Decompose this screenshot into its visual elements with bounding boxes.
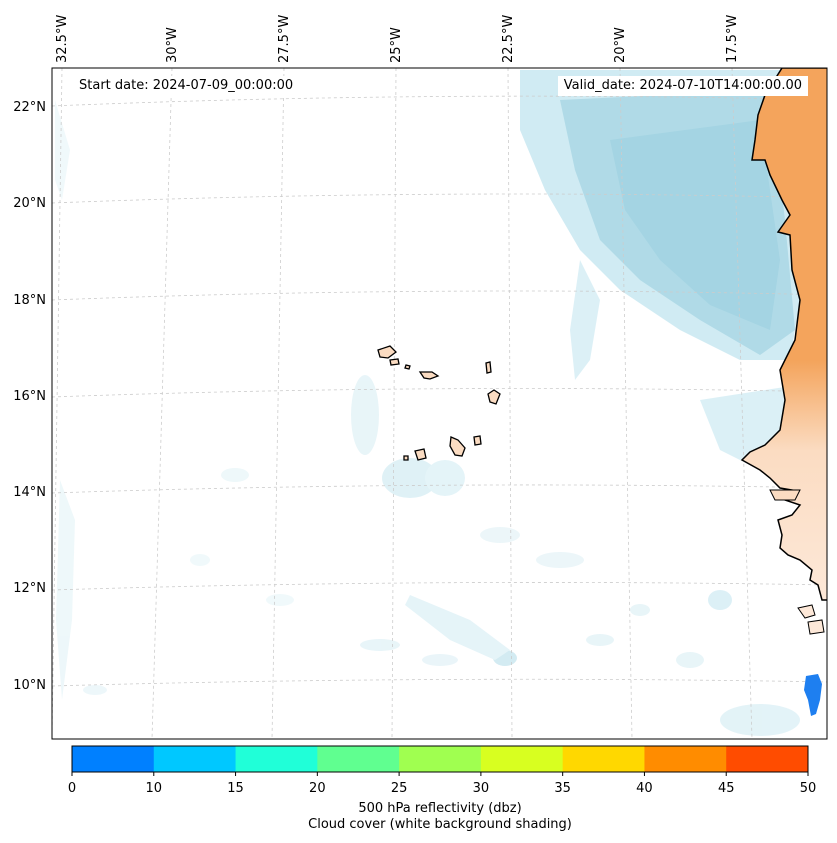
- lat-label: 20°N: [13, 196, 46, 211]
- lon-label: 22.5°W: [501, 15, 516, 63]
- lat-label: 14°N: [13, 485, 46, 500]
- valid-date-label: Valid_date: 2024-07-10T14:00:00.00: [557, 76, 808, 96]
- lat-label: 16°N: [13, 389, 46, 404]
- colorbar-segment: [72, 746, 155, 772]
- map-frame: [51, 67, 828, 740]
- colorbar-caption: 500 hPa reflectivity (dbz) Cloud cover (…: [72, 801, 808, 833]
- colorbar-segment: [480, 746, 564, 772]
- map-area: [52, 68, 827, 739]
- colorbar-frame: [71, 745, 809, 773]
- colorbar-tick-label: 45: [718, 781, 735, 796]
- latitude-labels: 22°N 20°N 18°N 16°N 14°N 12°N 10°N: [13, 100, 46, 693]
- lat-label: 22°N: [13, 100, 46, 115]
- colorbar-tick-label: 15: [227, 781, 244, 796]
- longitude-labels: 32.5°W 30°W 27.5°W 25°W 22.5°W 20°W 17.5…: [55, 15, 740, 63]
- reflectivity-cell: [804, 674, 822, 716]
- cloud-cover: [55, 70, 827, 736]
- cape-verde-islands: [377, 345, 501, 461]
- colorbar-tick-label: 0: [68, 781, 76, 796]
- colorbar-sublabel: Cloud cover (white background shading): [308, 817, 572, 832]
- colorbar-label: 500 hPa reflectivity (dbz): [358, 801, 522, 816]
- colorbar-tick-label: 10: [146, 781, 163, 796]
- lon-label: 27.5°W: [277, 15, 292, 63]
- colorbar-segment: [562, 746, 645, 772]
- lat-label: 18°N: [13, 293, 46, 308]
- colorbar-segment: [726, 746, 809, 772]
- colorbar-segment: [153, 746, 237, 772]
- colorbar-tick-label: 35: [554, 781, 571, 796]
- lat-label: 10°N: [13, 678, 46, 693]
- lon-label: 32.5°W: [55, 15, 70, 63]
- colorbar-segment: [399, 746, 482, 772]
- colorbar-tick-label: 20: [309, 781, 326, 796]
- lon-label: 30°W: [165, 27, 180, 63]
- land-africa: [740, 68, 827, 601]
- lon-label: 17.5°W: [725, 15, 740, 63]
- lon-label: 25°W: [389, 27, 404, 63]
- start-date-label: Start date: 2024-07-09_00:00:00: [73, 76, 300, 96]
- colorbar-segment: [317, 746, 400, 772]
- colorbar-segment: [235, 746, 318, 772]
- colorbar: 0 10 15 20 25 30 35 40 45 50: [68, 745, 817, 796]
- colorbar-tick-label: 30: [473, 781, 490, 796]
- colorbar-tick-label: 25: [391, 781, 408, 796]
- lon-label: 20°W: [613, 27, 628, 63]
- colorbar-tick-label: 40: [636, 781, 653, 796]
- colorbar-tick-label: 50: [800, 781, 817, 796]
- graticule: [52, 68, 827, 739]
- colorbar-segment: [644, 746, 727, 772]
- lat-label: 12°N: [13, 581, 46, 596]
